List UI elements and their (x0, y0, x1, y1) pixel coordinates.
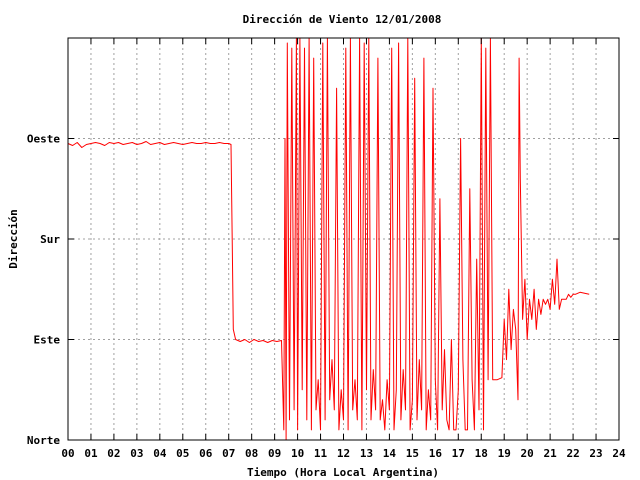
x-axis-label: Tiempo (Hora Local Argentina) (247, 466, 439, 479)
series-line (67, 37, 590, 441)
x-tick-label: 15 (406, 447, 419, 460)
x-axis-ticks: 00 01 02 03 04 05 06 07 08 09 10 11 12 13 14 15 16 17 18 19… (61, 38, 626, 460)
y-axis-ticks: Norte Este Sur Oeste (27, 133, 619, 447)
x-tick-label: 02 (107, 447, 120, 460)
x-tick-label: 05 (176, 447, 189, 460)
x-tick-label: 20 (521, 447, 534, 460)
x-tick-label: 17 (452, 447, 465, 460)
x-tick-label: 19 (498, 447, 511, 460)
x-tick-label: 08 (245, 447, 258, 460)
y-tick-label: Este (34, 334, 61, 347)
x-tick-label: 14 (383, 447, 397, 460)
x-tick-label: 24 (612, 447, 626, 460)
x-tick-label: 10 (291, 447, 304, 460)
y-tick-label: Oeste (27, 133, 60, 146)
y-axis-label: Dirección (7, 209, 20, 269)
x-tick-label: 00 (61, 447, 74, 460)
x-tick-label: 23 (589, 447, 602, 460)
x-tick-label: 09 (268, 447, 281, 460)
y-tick-label: Sur (40, 233, 60, 246)
x-tick-label: 16 (429, 447, 443, 460)
x-tick-label: 11 (314, 447, 328, 460)
chart-title: Dirección de Viento 12/01/2008 (243, 13, 442, 26)
x-tick-label: 21 (544, 447, 558, 460)
x-tick-label: 18 (475, 447, 488, 460)
x-tick-label: 22 (566, 447, 579, 460)
x-tick-label: 01 (84, 447, 98, 460)
x-tick-label: 13 (360, 447, 373, 460)
y-tick-label: Norte (27, 434, 60, 447)
x-tick-label: 07 (222, 447, 235, 460)
x-tick-label: 06 (199, 447, 213, 460)
x-tick-label: 12 (337, 447, 350, 460)
x-tick-label: 04 (153, 447, 167, 460)
series-layer (67, 37, 590, 441)
x-tick-label: 03 (130, 447, 143, 460)
